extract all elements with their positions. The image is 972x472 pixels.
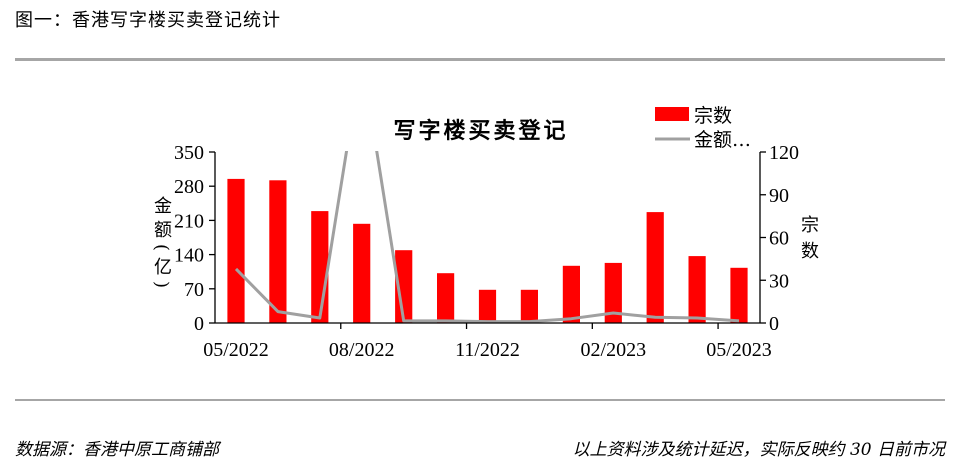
axes [209, 151, 766, 329]
bar-9 [562, 265, 580, 323]
bar-3 [311, 211, 329, 323]
bar-4 [353, 223, 371, 323]
legend-label-line: 金额… [694, 129, 751, 151]
x-tick-label: 11/2022 [455, 339, 520, 361]
x-tick-label: 05/2022 [203, 339, 269, 361]
bar-11 [646, 212, 664, 323]
bar-10 [604, 262, 622, 323]
y-right-tick-label: 30 [769, 270, 789, 292]
bar-13 [730, 267, 748, 323]
y-left-tick-label: 210 [174, 210, 204, 232]
delay-note: 以上资料涉及统计延迟，实际反映约 30 日前市况 [572, 440, 945, 460]
source-note: 数据源：香港中原工商铺部 [15, 440, 219, 460]
bar-1 [227, 178, 245, 323]
legend-label-bar: 宗数 [694, 105, 732, 127]
y-right-tick-label: 60 [769, 228, 789, 250]
bar-2 [269, 180, 287, 323]
y-left-tick-label: 280 [174, 176, 204, 198]
legend: 宗数 金额… [655, 105, 751, 151]
bar-8 [520, 289, 538, 323]
page-title: 图一：香港写字楼买卖登记统计 [15, 10, 281, 31]
y-left-tick-label: 70 [184, 279, 204, 301]
y-left-tick-label: 350 [174, 142, 204, 164]
line-series [234, 151, 740, 324]
bar-6 [437, 273, 455, 323]
y-right-tick-label: 90 [769, 185, 789, 207]
x-tick-label: 02/2023 [581, 339, 647, 361]
y-right-tick-label: 0 [769, 313, 779, 335]
chart-title: 写字楼买卖登记 [393, 118, 568, 144]
bottom-divider [15, 399, 945, 401]
x-tick-label: 05/2023 [706, 339, 772, 361]
tick-labels: 0 70 140 210 280 350 0 30 60 90 120 05/2022 08/2022 1… [174, 142, 799, 361]
y-left-tick-label: 0 [194, 313, 204, 335]
amount-line [234, 151, 740, 324]
bar-5 [395, 250, 413, 323]
bar-series [227, 178, 748, 323]
y-right-tick-label: 120 [769, 142, 799, 164]
top-divider [15, 58, 945, 61]
y-left-tick-label: 140 [174, 245, 204, 267]
x-tick-label: 08/2022 [329, 339, 395, 361]
bar-12 [688, 256, 706, 323]
bar-7 [478, 289, 497, 323]
legend-swatch-bar [655, 107, 689, 121]
y-right-axis-title: 宗数 [798, 215, 819, 267]
y-left-axis-title: 金额(亿) [151, 196, 172, 295]
